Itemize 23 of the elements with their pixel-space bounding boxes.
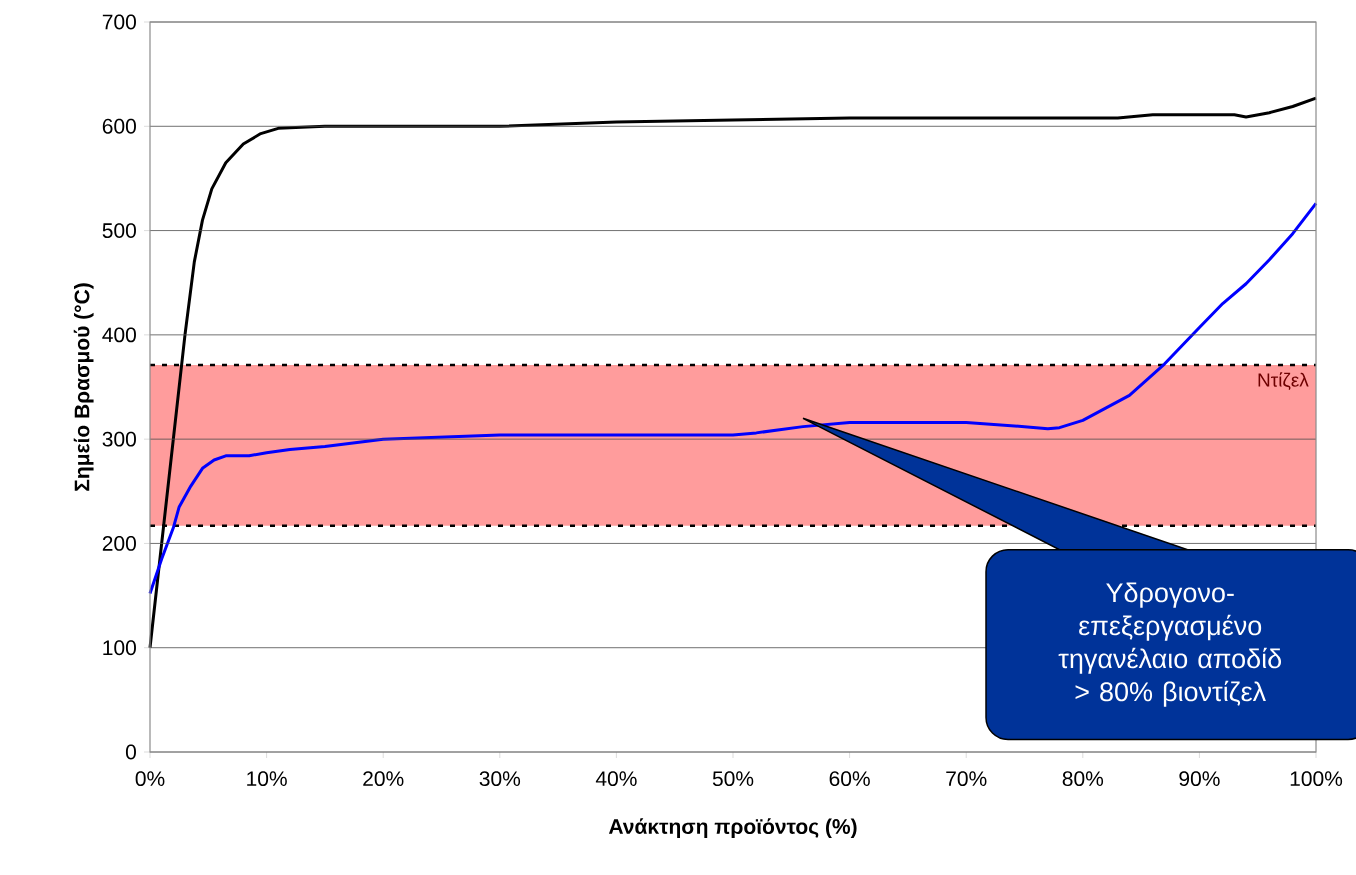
x-tick-label: 60%	[829, 771, 870, 787]
x-tick-label: 70%	[946, 771, 987, 787]
x-tick-label: 30%	[479, 771, 521, 787]
annotation: Υδρογονο- επεξεργασμένο τηγανέλαιο αποδίδ > 80% βιοντίζελ	[1058, 582, 1282, 707]
x-tick-label: 20%	[363, 771, 404, 787]
x-axis-title: Ανάκτηση προϊόντος (%)	[608, 818, 857, 839]
y-axis-title: Σημείο Βρασμού (°C)	[73, 283, 94, 491]
y-tick-label: 500	[102, 223, 136, 238]
y-tick-label: 400	[102, 327, 136, 343]
y-tick-label: 600	[102, 118, 136, 134]
x-tick-label: 10%	[247, 771, 287, 787]
y-tick-label: 0	[125, 744, 136, 760]
x-tick-label: 100%	[1290, 771, 1343, 787]
y-tick-label: 100	[103, 640, 136, 656]
x-tick-label: 0%	[135, 771, 165, 787]
y-tick-label: 700	[102, 14, 136, 30]
x-tick-label: 40%	[595, 771, 637, 787]
band-label: Ντίζελ	[1258, 372, 1309, 390]
y-tick-label: 200	[102, 536, 136, 551]
y-tick-label: 300	[102, 431, 136, 447]
x-tick-label: 50%	[712, 771, 754, 787]
x-tick-label: 90%	[1179, 771, 1220, 787]
x-tick-label: 80%	[1062, 771, 1104, 787]
